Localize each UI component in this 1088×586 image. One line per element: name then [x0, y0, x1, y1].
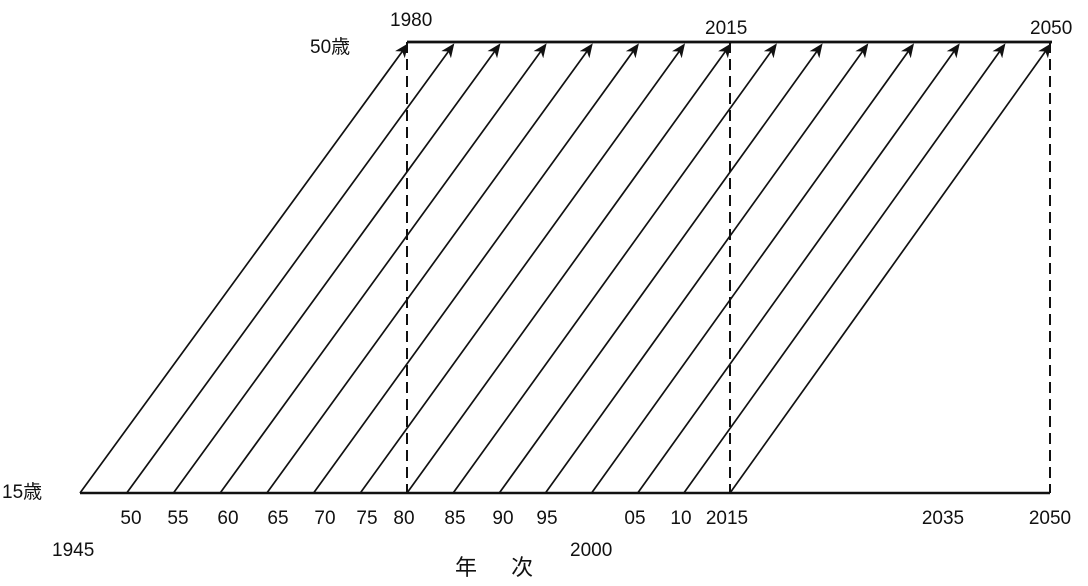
- tick-label-85: 85: [444, 508, 465, 529]
- cohort-line-1950: [126, 43, 455, 494]
- top-label-2050: 2050: [1030, 18, 1072, 39]
- cohort-line-2005: [637, 43, 960, 494]
- tick-label-50: 50: [120, 508, 141, 529]
- x-axis-label: 年 次: [455, 555, 547, 580]
- top-label-1980: 1980: [390, 10, 432, 31]
- tick-label-10: 10: [670, 508, 691, 529]
- tick-label-80: 80: [393, 508, 414, 529]
- age-50-label: 50歳: [310, 36, 350, 58]
- cohort-line-1995: [544, 43, 869, 494]
- reference-dashed-lines: [406, 42, 1051, 493]
- tick-label-70: 70: [314, 508, 335, 529]
- tick-label-95: 95: [536, 508, 557, 529]
- bottom-tick-labels: 50 55 60 65 70 75 80 85 90 95 05 10 2015…: [120, 508, 1071, 529]
- cohort-line-2000: [590, 43, 915, 494]
- tick-label-2050: 2050: [1029, 508, 1071, 529]
- cohort-line-1975: [359, 43, 686, 494]
- lower-label-1945: 1945: [52, 540, 94, 561]
- cohort-line-2015: [729, 43, 1052, 494]
- cohort-line-2010: [683, 43, 1006, 494]
- tick-label-75: 75: [356, 508, 377, 529]
- cohort-line-1965: [266, 43, 593, 494]
- tick-label-2015: 2015: [706, 508, 748, 529]
- tick-label-90: 90: [492, 508, 513, 529]
- cohort-line-1990: [498, 43, 823, 494]
- tick-label-2035: 2035: [922, 508, 964, 529]
- axes-layer: [80, 40, 1052, 495]
- cohort-line-1945: [79, 43, 409, 494]
- lower-label-2000: 2000: [570, 540, 612, 561]
- age-15-label: 15歳: [2, 481, 42, 503]
- tick-label-60: 60: [217, 508, 238, 529]
- cohort-line-1970: [312, 43, 639, 494]
- tick-label-05: 05: [624, 508, 645, 529]
- tick-label-65: 65: [267, 508, 288, 529]
- cohort-line-1985: [452, 43, 777, 494]
- cohort-line-1960: [219, 43, 547, 494]
- cohort-line-1980: [406, 43, 732, 494]
- tick-label-55: 55: [167, 508, 188, 529]
- cohort-lines: [79, 43, 1052, 494]
- top-label-2015: 2015: [705, 18, 747, 39]
- cohort-line-1955: [172, 43, 501, 494]
